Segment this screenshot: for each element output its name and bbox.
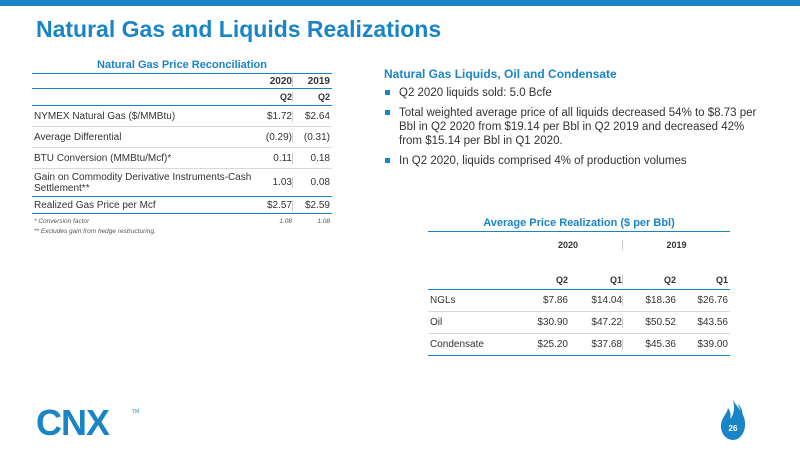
- quarter-header-row: Q2 Q1 Q2 Q1: [428, 258, 730, 290]
- table-row: Oil $30.90 $47.22 $50.52 $43.56: [428, 312, 730, 334]
- square-bullet-icon: [385, 90, 390, 95]
- value-2019: $2.64: [292, 110, 332, 122]
- list-item: In Q2 2020, liquids comprised 4% of prod…: [384, 154, 764, 168]
- cell-value: $7.86: [542, 295, 568, 306]
- table-title: Natural Gas Price Reconciliation: [97, 59, 267, 71]
- year-2020-header: 2020: [269, 75, 292, 87]
- quarter-header-row: Q2 Q2: [32, 89, 332, 106]
- year-2019-header: 2019: [622, 240, 730, 250]
- cnx-logo: CNX TM: [36, 404, 139, 440]
- cell-value: $14.04: [591, 295, 622, 306]
- row-label: Oil: [430, 317, 443, 328]
- price-realization-table: Average Price Realization ($ per Bbl) 20…: [428, 216, 730, 356]
- value-2019: $2.59: [292, 199, 332, 211]
- cell-value: $47.22: [591, 317, 622, 328]
- value-2019: (0.31): [292, 131, 332, 143]
- cell-value: $26.76: [697, 295, 728, 306]
- list-item: Total weighted average price of all liqu…: [384, 106, 764, 148]
- row-label: Average Differential: [34, 131, 122, 143]
- table-top-rule: [428, 231, 730, 232]
- value-2019: 0.18: [292, 152, 332, 164]
- cell-value: $45.36: [622, 339, 676, 350]
- quarter-header: Q2: [279, 92, 292, 102]
- quarter-header: Q1: [609, 275, 622, 285]
- square-bullet-icon: [385, 158, 390, 163]
- cell-value: $37.68: [591, 339, 622, 350]
- value-2019: 0.08: [292, 177, 332, 188]
- top-accent-bar: [0, 0, 800, 6]
- cell-value: $50.52: [622, 317, 676, 328]
- svg-text:CNX: CNX: [36, 404, 110, 440]
- row-label: Gain on Commodity Derivative Instruments…: [34, 171, 252, 194]
- table-row: Average Differential (0.29) (0.31): [32, 127, 332, 148]
- quarter-header: Q1: [715, 275, 728, 285]
- table-row: NYMEX Natural Gas ($/MMBtu) $1.72 $2.64: [32, 106, 332, 127]
- table-row: NGLs $7.86 $14.04 $18.36 $26.76: [428, 290, 730, 312]
- quarter-header: Q2: [292, 92, 332, 102]
- cell-value: $39.00: [697, 339, 728, 350]
- square-bullet-icon: [385, 110, 390, 115]
- row-label: Condensate: [430, 339, 484, 350]
- gas-price-reconciliation-table: Natural Gas Price Reconciliation 2020 20…: [32, 58, 332, 235]
- footnote-conversion: * Conversion factor 1.08 1.08: [34, 218, 330, 225]
- value-2020: (0.29): [265, 131, 292, 143]
- table-row: BTU Conversion (MMBtu/Mcf)* 0.11 0.18: [32, 148, 332, 169]
- total-row: Realized Gas Price per Mcf $2.57 $2.59: [32, 197, 332, 214]
- cell-value: $30.90: [537, 317, 568, 328]
- quarter-header: Q2: [622, 275, 676, 285]
- liquids-bullet-list: Q2 2020 liquids sold: 5.0 Bcfe Total wei…: [384, 86, 764, 174]
- row-label: Realized Gas Price per Mcf: [34, 199, 156, 211]
- value-2020: 0.11: [273, 152, 292, 164]
- page-number: 26: [728, 424, 738, 433]
- cell-value: $18.36: [622, 295, 676, 306]
- value-2020: $1.72: [266, 110, 292, 122]
- list-item: Q2 2020 liquids sold: 5.0 Bcfe: [384, 86, 764, 100]
- value-2020: $2.57: [266, 199, 292, 211]
- row-label: BTU Conversion (MMBtu/Mcf)*: [34, 152, 172, 164]
- liquids-section-title: Natural Gas Liquids, Oil and Condensate: [384, 67, 617, 81]
- year-2019-header: 2019: [292, 75, 332, 87]
- table-row: Gain on Commodity Derivative Instruments…: [32, 169, 332, 197]
- year-2020-header: 2020: [557, 240, 579, 250]
- footnote-hedge: ** Excludes gain from hedge restructurin…: [34, 228, 156, 235]
- flame-icon: [720, 399, 746, 440]
- table-row: Condensate $25.20 $37.68 $45.36 $39.00: [428, 334, 730, 356]
- cell-value: $43.56: [697, 317, 728, 328]
- row-label: NGLs: [430, 295, 456, 306]
- year-header-row: 2020 2019: [428, 232, 730, 258]
- year-header-row: 2020 2019: [32, 74, 332, 89]
- cell-value: $25.20: [537, 339, 568, 350]
- quarter-header: Q2: [555, 275, 568, 285]
- value-2020: 1.03: [272, 177, 292, 188]
- row-label: NYMEX Natural Gas ($/MMBtu): [34, 110, 176, 122]
- svg-text:TM: TM: [132, 409, 139, 415]
- page-title: Natural Gas and Liquids Realizations: [36, 16, 442, 42]
- table-top-rule: [32, 73, 332, 74]
- table-title: Average Price Realization ($ per Bbl): [483, 217, 675, 229]
